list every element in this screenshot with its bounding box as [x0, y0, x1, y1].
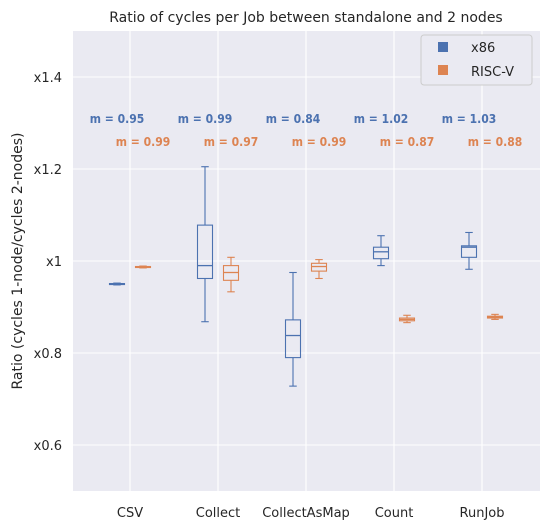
- y-tick-labels: x0.6 x0.8 x1 x1.2 x1.4: [34, 71, 62, 454]
- box-iqr: [372, 246, 390, 260]
- y-tick-label: x0.8: [34, 347, 62, 362]
- box-x86-collect: [196, 166, 214, 323]
- box-iqr: [284, 319, 302, 359]
- box-risc-v-count: [398, 314, 416, 324]
- boxes-group: [108, 166, 504, 387]
- mean-label: m = 0.87: [380, 135, 434, 149]
- box-x86-collectasmap: [284, 271, 302, 387]
- box-x86-count: [372, 235, 390, 267]
- mean-label: m = 1.03: [442, 112, 496, 126]
- x-tick-label: Collect: [196, 506, 241, 521]
- mean-label: m = 0.99: [116, 135, 170, 149]
- y-axis-label: Ratio (cycles 1-node/cycles 2-nodes): [10, 133, 26, 390]
- y-tick-label: x1: [46, 255, 62, 270]
- y-tick-label: x1.4: [34, 71, 62, 86]
- legend-swatch-x86: [438, 42, 448, 52]
- y-tick-label: x1.2: [34, 163, 62, 178]
- y-tick-label: x0.6: [34, 439, 62, 454]
- box-iqr: [310, 262, 328, 272]
- mean-label: m = 0.99: [292, 135, 346, 149]
- box-risc-v-runjob: [486, 313, 504, 320]
- x-tick-labels: CSV Collect CollectAsMap Count RunJob: [117, 506, 505, 521]
- mean-label: m = 0.84: [266, 112, 321, 126]
- x-tick-label: CSV: [117, 506, 143, 521]
- mean-label: m = 0.88: [468, 135, 522, 149]
- box-risc-v-csv: [134, 265, 152, 269]
- box-risc-v-collectasmap: [310, 259, 328, 280]
- mean-label: m = 0.95: [90, 112, 144, 126]
- box-risc-v-collect: [222, 256, 240, 293]
- mean-label: m = 1.02: [354, 112, 408, 126]
- x-tick-label: Count: [375, 506, 414, 521]
- mean-label: m = 0.99: [178, 112, 232, 126]
- mean-label: m = 0.97: [204, 135, 258, 149]
- legend-label-risc-v: RISC-V: [471, 65, 514, 80]
- chart-title: Ratio of cycles per Job between standalo…: [109, 10, 502, 26]
- box-iqr: [196, 224, 214, 280]
- legend-swatch-risc-v: [438, 65, 448, 75]
- mean-annotations: m = 0.95 m = 0.99 m = 0.84 m = 1.02 m = 1.03…: [90, 112, 522, 149]
- legend-label-x86: x86: [471, 41, 495, 56]
- x-tick-label: RunJob: [460, 506, 505, 521]
- box-iqr: [460, 245, 478, 258]
- x-tick-label: CollectAsMap: [262, 506, 350, 521]
- legend: x86 RISC-V: [420, 34, 533, 86]
- box-x86-runjob: [460, 231, 478, 270]
- box-x86-csv: [108, 282, 126, 286]
- legend-frame: [420, 34, 533, 86]
